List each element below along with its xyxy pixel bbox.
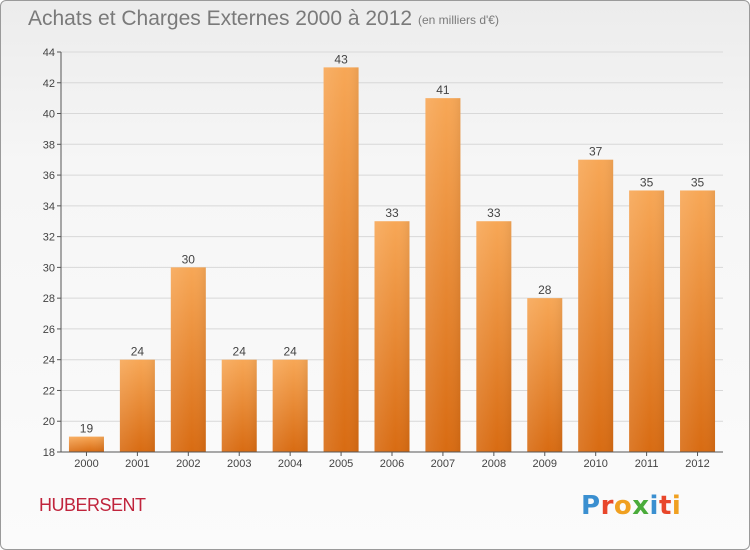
x-tick-label-2006: 2006 xyxy=(380,458,404,470)
data-label-2010: 37 xyxy=(589,145,603,159)
bar-shade-2004 xyxy=(272,359,308,452)
x-tick-label-2005: 2005 xyxy=(329,458,353,470)
x-tick-label-2004: 2004 xyxy=(278,458,302,470)
x-tick-label-2007: 2007 xyxy=(431,458,455,470)
bar-shade-2011 xyxy=(629,190,665,452)
y-tick-label: 20 xyxy=(43,416,55,428)
x-tick-label-2008: 2008 xyxy=(482,458,506,470)
y-tick-label: 32 xyxy=(43,232,55,244)
y-tick-label: 22 xyxy=(43,385,55,397)
y-tick-label: 34 xyxy=(43,201,55,213)
x-tick-label-2000: 2000 xyxy=(74,458,98,470)
y-tick-label: 26 xyxy=(43,324,55,336)
data-label-2008: 33 xyxy=(487,206,501,220)
bar-shade-2008 xyxy=(476,221,512,452)
y-tick-label: 38 xyxy=(43,139,55,151)
x-tick-label-2009: 2009 xyxy=(533,458,557,470)
data-label-2011: 35 xyxy=(640,175,654,189)
data-label-2001: 24 xyxy=(131,345,145,359)
bar-shade-2002 xyxy=(170,267,206,452)
data-label-2004: 24 xyxy=(283,345,297,359)
data-label-2007: 41 xyxy=(436,83,450,97)
bar-shade-2001 xyxy=(119,359,155,452)
y-tick-label: 28 xyxy=(43,293,55,305)
x-tick-label-2010: 2010 xyxy=(583,458,607,470)
data-label-2009: 28 xyxy=(538,283,552,297)
data-label-2012: 35 xyxy=(691,175,705,189)
y-tick-label: 44 xyxy=(43,47,55,59)
bar-shade-2006 xyxy=(374,221,410,452)
y-tick-label: 36 xyxy=(43,170,55,182)
data-label-2000: 19 xyxy=(80,422,94,436)
chart-title: Achats et Charges Externes 2000 à 2012 xyxy=(28,7,413,30)
x-tick-label-2003: 2003 xyxy=(227,458,251,470)
bar-shade-2009 xyxy=(527,298,563,452)
bar-shade-2000 xyxy=(68,436,104,452)
data-label-2003: 24 xyxy=(233,345,247,359)
bar-shade-2007 xyxy=(425,98,461,453)
y-tick-label: 30 xyxy=(43,262,55,274)
x-tick-label-2012: 2012 xyxy=(685,458,709,470)
data-label-2005: 43 xyxy=(334,52,348,66)
proxiti-logo: Proxiti xyxy=(581,491,682,521)
y-tick-label: 18 xyxy=(43,447,55,459)
bar-shade-2010 xyxy=(578,159,614,452)
bar-shade-2012 xyxy=(680,190,716,452)
y-tick-label: 40 xyxy=(43,109,55,121)
y-tick-label: 42 xyxy=(43,78,55,90)
data-label-2006: 33 xyxy=(385,206,399,220)
x-tick-label-2001: 2001 xyxy=(125,458,149,470)
x-tick-label-2011: 2011 xyxy=(635,458,659,470)
bar-shade-2003 xyxy=(221,359,257,452)
x-tick-label-2002: 2002 xyxy=(176,458,200,470)
place-name: HUBERSENT xyxy=(39,495,146,515)
chart-unit-note: (en milliers d'€) xyxy=(418,13,499,27)
y-tick-label: 24 xyxy=(43,355,55,367)
bar-shade-2005 xyxy=(323,67,359,452)
data-label-2002: 30 xyxy=(182,252,196,266)
